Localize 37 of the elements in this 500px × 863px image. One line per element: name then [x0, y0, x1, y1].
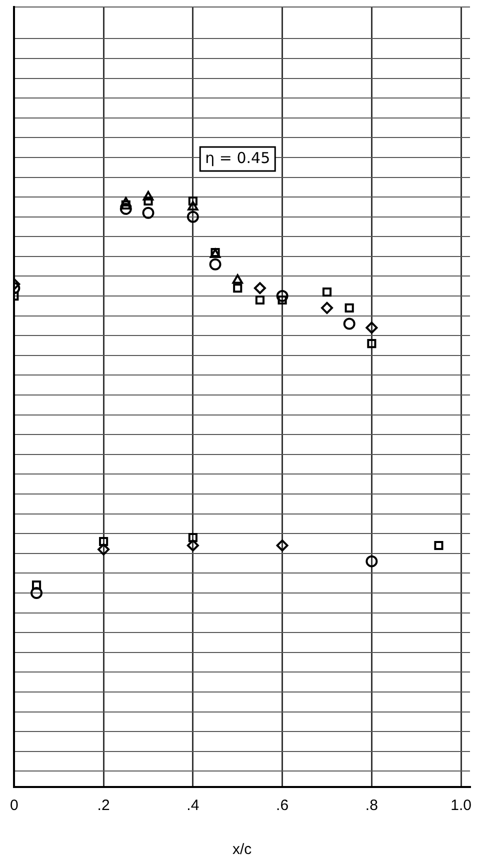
x-tick-label: .2 [97, 797, 110, 814]
point [233, 284, 242, 293]
point [99, 536, 108, 546]
point [366, 555, 378, 568]
point [434, 540, 444, 550]
x-tick-label: .8 [365, 797, 378, 814]
point [367, 339, 376, 348]
point [98, 543, 110, 556]
point [186, 210, 199, 223]
point [276, 290, 288, 302]
point [144, 196, 153, 206]
point [209, 258, 222, 270]
point [255, 295, 264, 305]
text: η = 0.45 [205, 148, 270, 167]
point [188, 533, 198, 542]
point [322, 288, 332, 297]
point [142, 206, 154, 219]
point [320, 302, 333, 314]
x-tick-label: .6 [276, 797, 289, 814]
point [232, 274, 243, 284]
point [188, 196, 198, 206]
point [32, 580, 42, 590]
point [276, 539, 288, 552]
point [188, 200, 198, 210]
point [343, 318, 356, 330]
x-tick-label: 1.0 [450, 797, 472, 814]
x-axis-title: x/c [232, 841, 252, 858]
point [30, 586, 43, 599]
point [120, 202, 132, 215]
point [254, 282, 266, 294]
x-tick-label: 0 [10, 797, 18, 814]
x-tick-label: .4 [186, 797, 200, 814]
point [278, 295, 287, 305]
point [186, 539, 199, 552]
point [142, 191, 154, 201]
point [344, 303, 354, 312]
point [366, 322, 378, 334]
